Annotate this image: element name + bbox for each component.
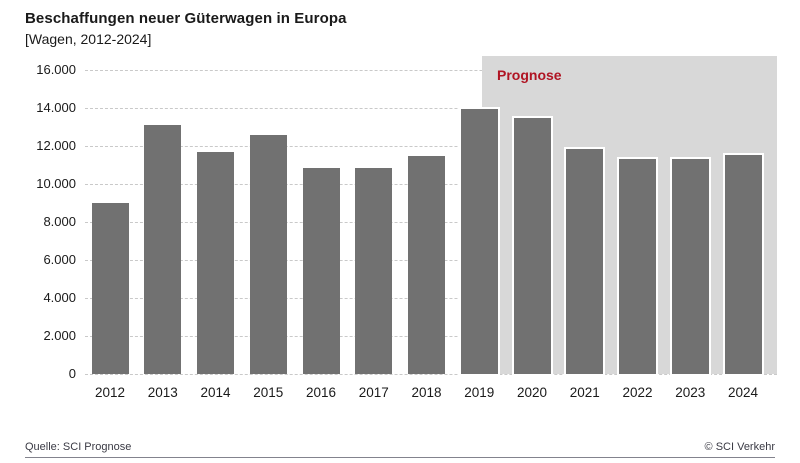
x-axis-label-2016: 2016 bbox=[305, 385, 337, 400]
bar-2022 bbox=[617, 157, 658, 376]
bar-2018 bbox=[408, 155, 445, 374]
x-axis-label-2013: 2013 bbox=[147, 385, 178, 400]
x-axis-label-2015: 2015 bbox=[253, 385, 284, 400]
source-note: Quelle: SCI Prognose bbox=[25, 441, 132, 453]
x-axis-label-2024: 2024 bbox=[727, 385, 759, 400]
x-axis-label-2019: 2019 bbox=[464, 385, 495, 400]
gridline-14.000 bbox=[85, 108, 777, 109]
x-axis-label-2023: 2023 bbox=[675, 385, 706, 400]
y-axis-tick-label: 8.000 bbox=[43, 214, 76, 229]
bar-2016 bbox=[302, 167, 340, 374]
gridline-16.000 bbox=[85, 70, 777, 71]
bar-2023 bbox=[669, 157, 711, 376]
y-axis-tick-label: 12.000 bbox=[36, 138, 76, 153]
y-axis-tick-label: 4.000 bbox=[43, 290, 76, 305]
y-axis-tick-label: 14.000 bbox=[36, 100, 76, 115]
y-axis-tick-label: 6.000 bbox=[43, 252, 76, 267]
footer-divider bbox=[25, 457, 775, 458]
y-axis-tick-label: 10.000 bbox=[36, 176, 76, 191]
gridline-0 bbox=[85, 374, 777, 375]
bar-2017 bbox=[355, 167, 393, 374]
bar-2019 bbox=[458, 106, 500, 376]
bar-2013 bbox=[144, 125, 182, 374]
y-axis-tick-label: 0 bbox=[68, 366, 76, 381]
bar-2015 bbox=[249, 134, 287, 374]
copyright-note: © SCI Verkehr bbox=[704, 441, 775, 453]
x-axis-label-2017: 2017 bbox=[358, 385, 389, 400]
x-axis-label-2014: 2014 bbox=[200, 385, 231, 400]
chart-subtitle: [Wagen, 2012-2024] bbox=[25, 31, 152, 47]
x-axis-label-2020: 2020 bbox=[516, 385, 548, 400]
chart-title: Beschaffungen neuer Güterwagen in Europa bbox=[25, 10, 347, 27]
y-axis-tick-label: 16.000 bbox=[36, 62, 76, 77]
y-axis-tick-label: 2.000 bbox=[43, 328, 76, 343]
bar-2014 bbox=[197, 151, 234, 374]
forecast-label: Prognose bbox=[497, 67, 562, 83]
bar-2012 bbox=[91, 203, 129, 374]
bar-2021 bbox=[564, 146, 606, 376]
x-axis-label-2012: 2012 bbox=[94, 385, 126, 400]
x-axis-label-2022: 2022 bbox=[622, 385, 653, 400]
bar-2020 bbox=[511, 115, 553, 376]
x-axis-label-2018: 2018 bbox=[411, 385, 442, 400]
bar-2024 bbox=[722, 152, 764, 376]
gridline-12.000 bbox=[85, 146, 777, 147]
x-axis-label-2021: 2021 bbox=[569, 385, 600, 400]
